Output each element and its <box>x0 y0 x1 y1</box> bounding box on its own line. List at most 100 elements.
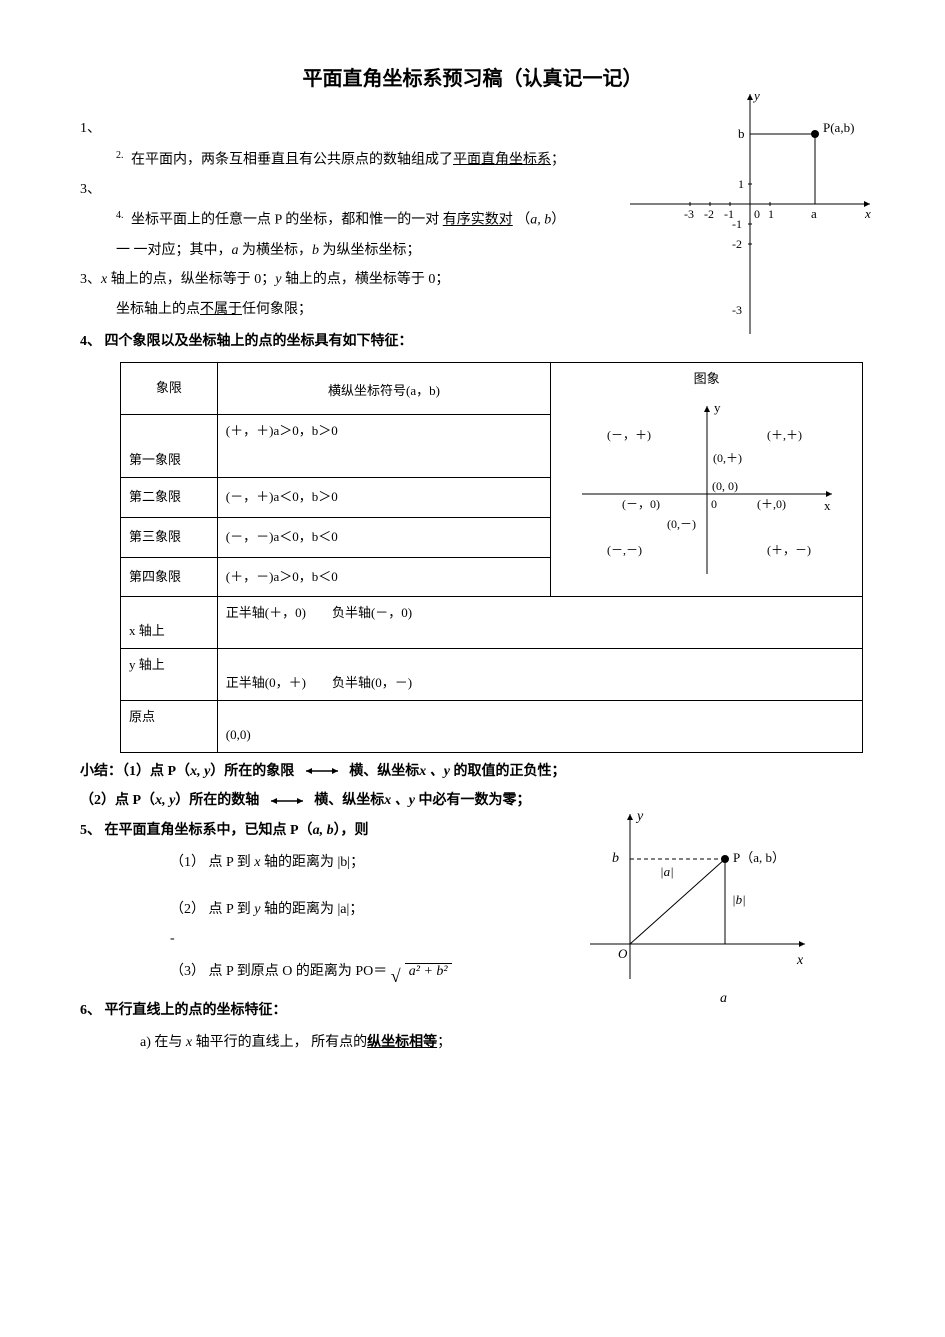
s1b: x, y <box>190 764 210 779</box>
d1-yn2: -2 <box>732 237 742 251</box>
d3-absa: |a| <box>660 864 674 879</box>
line-7a: 坐标轴上的点 <box>116 302 200 317</box>
d2-y: y <box>714 400 721 415</box>
row2-c2: (－，＋)a＜0，b＞0 <box>217 478 550 518</box>
line-5-d: 为纵坐标坐标； <box>319 243 421 258</box>
d1-xn2: -2 <box>704 207 714 221</box>
row4-c1: 第四象限 <box>121 557 218 597</box>
s5l1abs: |b| <box>338 855 351 870</box>
d3-x: x <box>796 953 804 968</box>
s6lu: 纵坐标相等 <box>367 1035 437 1050</box>
d2-xn: (－，0) <box>622 497 660 511</box>
s1c: ）所在的象限 <box>210 764 294 779</box>
s6la: a) 在与 <box>140 1035 186 1050</box>
d2-yp: (0,＋) <box>713 451 742 465</box>
thead-quadrant: 象限 <box>121 363 218 415</box>
row5-c1: x 轴上 <box>121 597 218 649</box>
s5l3a: （3） 点 P 到原点 O 的距离为 PO＝ <box>170 964 387 979</box>
d2-q4: (＋，－) <box>767 543 811 557</box>
s6lc: 轴平行的直线上， 所有点的 <box>192 1035 367 1050</box>
quadrant-table: 象限 横纵坐标符号(a，b) 图象 y x 0 (0, 0) (＋,＋) (－，… <box>120 362 863 752</box>
d1-yn1: -1 <box>732 217 742 231</box>
line-4c: a, b <box>530 213 551 228</box>
d2-origin: (0, 0) <box>712 479 738 493</box>
row2-c1: 第二象限 <box>121 478 218 518</box>
row3-c2: (－，－)a＜0，b＜0 <box>217 517 550 557</box>
d1-origin: 0 <box>754 207 760 221</box>
s1f: 的取值的正负性； <box>450 764 566 779</box>
d1-y: y <box>752 88 760 103</box>
section-6-heading: 6、 平行直线上的点的坐标特征： <box>80 998 865 1025</box>
line-7u: 不属于 <box>200 302 242 317</box>
s5l1c: 轴的距离为 <box>261 855 335 870</box>
d1-a: a <box>811 206 817 221</box>
d3-absb: |b| <box>732 892 746 907</box>
d2-o: 0 <box>711 497 717 511</box>
d2-yn: (0,－) <box>667 517 696 531</box>
d3-y: y <box>635 809 644 824</box>
s2f: 中必有一数为零； <box>415 793 531 808</box>
d1-yn3: -3 <box>732 303 742 317</box>
d2-xp: (＋,0) <box>757 497 786 511</box>
line-6c: 轴上的点，纵坐标等于 0； <box>107 272 275 287</box>
diagram-1: -3 -2 -1 1 0 1 -1 -2 -3 P(a,b) b a x y <box>620 84 880 344</box>
section-1-3: 1、 2. 在平面内，两条互相垂直且有公共原点的数轴组成了平面直角坐标系； 3、… <box>80 116 865 323</box>
s5l2a: （2） 点 P 到 <box>170 902 254 917</box>
section-4-table-wrap: 象限 横纵坐标符号(a，b) 图象 y x 0 (0, 0) (＋,＋) (－，… <box>80 362 865 752</box>
s1a: 小结：（1）点 P（ <box>80 764 190 779</box>
s6ld: ； <box>437 1035 451 1050</box>
d1-pt: P(a,b) <box>823 120 854 135</box>
s5l2abs: |a| <box>338 902 350 917</box>
line-5-a: a <box>232 243 239 258</box>
s1d: 横、纵坐标 <box>349 764 419 779</box>
line-4-underline: 有序实数对 <box>443 213 513 228</box>
d3-p: P（a, b） <box>733 850 785 865</box>
s5ha: 5、 在平面直角坐标系中，已知点 P（ <box>80 823 313 838</box>
s2c: ）所在的数轴 <box>175 793 259 808</box>
d2-q3: (－,－) <box>607 543 642 557</box>
diagram-2: y x 0 (0, 0) (＋,＋) (－，＋) (－,－) (＋，－) (＋,… <box>567 394 847 584</box>
section-4-heading: 4、 四个象限以及坐标轴上的点的坐标具有如下特征： <box>80 329 865 356</box>
sqrt-expression: √ a² + b² <box>391 959 452 986</box>
s5l2d: ； <box>349 902 363 917</box>
thead-graph: 图象 y x 0 (0, 0) (＋,＋) (－，＋) (－,－) (＋，－) … <box>551 363 863 597</box>
d2-q1: (＋,＋) <box>767 428 802 442</box>
line-4d: ） <box>551 213 565 228</box>
section-5: 5、 在平面直角坐标系中，已知点 P（a, b），则 （1） 点 P 到 x 轴… <box>80 818 865 986</box>
thead-graph-label: 图象 <box>555 367 858 392</box>
line-2-post: ； <box>551 152 565 167</box>
d1-b: b <box>738 126 745 141</box>
row6-c2: 正半轴(0，＋) 负半轴(0，－) <box>217 649 862 701</box>
d3-b: b <box>612 851 619 866</box>
line-4b: （ <box>516 213 530 228</box>
double-arrow-icon-2 <box>267 796 307 806</box>
d2-q2: (－，＋) <box>607 428 651 442</box>
d1-x: x <box>864 206 871 221</box>
index-4: 4. <box>116 210 124 221</box>
d1-xn3: -3 <box>684 207 694 221</box>
row5-c2: 正半轴(＋，0) 负半轴(－，0) <box>217 597 862 649</box>
thead-sign: 横纵坐标符号(a，b) <box>217 363 550 415</box>
s2a: （2）点 P（ <box>80 793 155 808</box>
line-7b: 任何象限； <box>242 302 312 317</box>
line-5-c: b <box>312 243 319 258</box>
row7-c1: 原点 <box>121 700 218 752</box>
d1-yp1: 1 <box>738 177 744 191</box>
s5hc: ），则 <box>334 823 369 838</box>
section-6-line-a: a) 在与 x 轴平行的直线上， 所有点的纵坐标相等； <box>80 1030 865 1057</box>
d2-x: x <box>824 498 831 513</box>
s5l2c: 轴的距离为 <box>261 902 335 917</box>
double-arrow-icon <box>302 766 342 776</box>
row7-c2: (0,0) <box>217 700 862 752</box>
line-5-pre: 一 一对应；其中， <box>116 243 232 258</box>
row4-c2: (＋，－)a＞0，b＜0 <box>217 557 550 597</box>
s5l1a: （1） 点 P 到 <box>170 855 254 870</box>
s2e: x 、y <box>384 793 415 808</box>
s1e: x 、y <box>419 764 450 779</box>
line-4a: 坐标平面上的任意一点 P 的坐标，都和惟一的一对 <box>131 213 443 228</box>
line-6e: 轴上的点，横坐标等于 0； <box>281 272 449 287</box>
row1-c2: (＋，＋)a＞0，b＞0 <box>217 414 550 477</box>
s2d: 横、纵坐标 <box>314 793 384 808</box>
s2b: x, y <box>155 793 175 808</box>
d1-xp1: 1 <box>768 207 774 221</box>
